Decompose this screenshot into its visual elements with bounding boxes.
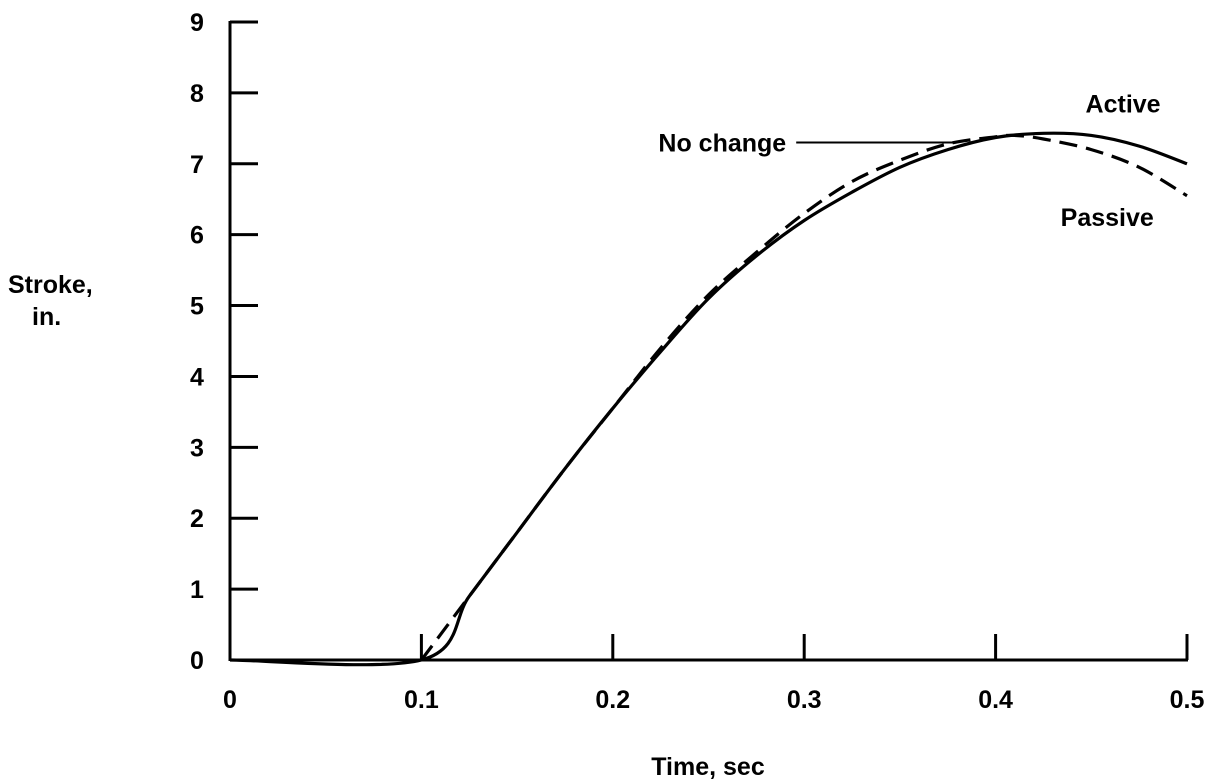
y-axis-title: Stroke, in. [8, 271, 93, 331]
y-tick-label: 1 [190, 576, 204, 604]
annotation-active: Active [1086, 91, 1161, 119]
annotation-passive: Passive [1061, 204, 1154, 232]
y-axis-title-line: Stroke, [8, 271, 93, 299]
series-layer [229, 131, 1188, 667]
series-line-passive [420, 133, 1188, 661]
annotation-layer: No change Active Passive [658, 91, 1160, 232]
y-tick-label: 6 [190, 222, 204, 250]
y-tick-label: 2 [190, 505, 204, 533]
series-line-active [229, 131, 1188, 667]
x-tick-label: 0.5 [1170, 686, 1205, 714]
x-axis-title: Time, sec [651, 753, 765, 781]
x-tick-label: 0.2 [595, 686, 630, 714]
x-tick-label: 0 [223, 686, 237, 714]
x-tick-label: 0.1 [404, 686, 439, 714]
y-tick-label: 7 [190, 151, 204, 179]
x-tick-label: 0.3 [787, 686, 822, 714]
y-tick-label: 0 [190, 647, 204, 675]
y-tick-label: 8 [190, 80, 204, 108]
x-tick-label: 0.4 [978, 686, 1013, 714]
y-tick-label: 3 [190, 434, 204, 462]
y-tick-label: 4 [190, 363, 204, 391]
annotation-no-change: No change [658, 130, 786, 158]
y-axis-title-line: in. [32, 303, 61, 331]
y-tick-label: 5 [190, 293, 204, 321]
y-tick-label: 9 [190, 9, 204, 37]
axes-layer: 0 1 2 3 4 5 6 7 8 9 0 0.1 0.2 0.3 0.4 0.5 Time, sec Strok… [8, 9, 1204, 781]
